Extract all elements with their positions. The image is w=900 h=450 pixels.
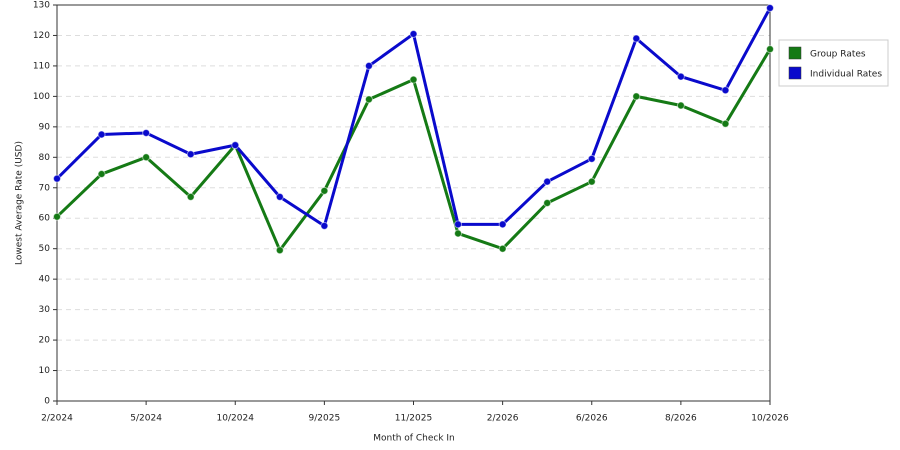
y-tick-label: 120	[33, 31, 50, 41]
point	[543, 177, 552, 186]
y-tick-label: 90	[39, 122, 51, 132]
y-tick-label: 60	[39, 214, 51, 224]
x-tick-label: 10/2024	[217, 414, 255, 424]
y-tick-label: 10	[39, 366, 51, 376]
point	[498, 244, 507, 253]
x-tick-label: 2/2026	[487, 414, 519, 424]
point	[275, 192, 284, 201]
point	[53, 212, 61, 221]
y-tick-label: 80	[39, 153, 51, 163]
x-tick-label: 10/2026	[751, 414, 789, 424]
x-axis-label: Month of Check In	[373, 434, 455, 444]
point	[231, 141, 240, 150]
point	[364, 61, 373, 70]
point	[498, 220, 507, 229]
y-tick-label: 100	[33, 92, 50, 102]
y-tick-label: 40	[39, 275, 51, 285]
point	[275, 246, 284, 255]
point	[142, 128, 151, 137]
y-tick-label: 130	[33, 1, 50, 11]
point	[632, 34, 641, 43]
point	[543, 199, 552, 207]
point	[587, 154, 596, 163]
y-axis-label: Lowest Average Rate (USD)	[15, 141, 25, 265]
x-tick-label: 11/2025	[395, 414, 432, 424]
point	[766, 45, 774, 54]
point	[186, 192, 195, 201]
legend-swatch	[788, 46, 802, 60]
x-tick-label: 2/2024	[41, 414, 73, 424]
legend-swatch	[788, 66, 802, 80]
legend-label: Individual Rates	[810, 70, 882, 80]
point	[676, 72, 685, 81]
point	[721, 119, 730, 128]
point	[632, 92, 641, 101]
x-tick-label: 8/2026	[665, 414, 697, 424]
point	[364, 95, 373, 104]
point	[320, 186, 329, 195]
y-tick-label: 0	[44, 397, 50, 407]
point	[53, 174, 61, 183]
x-tick-label: 9/2025	[309, 414, 341, 424]
x-tick-label: 6/2026	[576, 414, 608, 424]
point	[587, 177, 596, 186]
y-tick-label: 110	[33, 61, 50, 71]
point	[186, 150, 195, 159]
point	[766, 4, 774, 13]
point	[97, 170, 106, 179]
point	[142, 153, 151, 162]
y-tick-label: 30	[39, 305, 51, 315]
point	[676, 101, 685, 110]
series-line	[55, 7, 772, 228]
point	[454, 220, 463, 229]
y-tick-label: 50	[39, 244, 51, 254]
legend-label: Group Rates	[810, 50, 866, 60]
x-tick-label: 5/2024	[130, 414, 162, 424]
point	[97, 130, 106, 139]
y-tick-label: 70	[39, 183, 51, 193]
point	[454, 229, 463, 238]
point	[721, 86, 730, 95]
point	[409, 75, 418, 84]
point	[320, 221, 329, 230]
point	[409, 29, 418, 38]
y-tick-label: 20	[39, 336, 51, 346]
